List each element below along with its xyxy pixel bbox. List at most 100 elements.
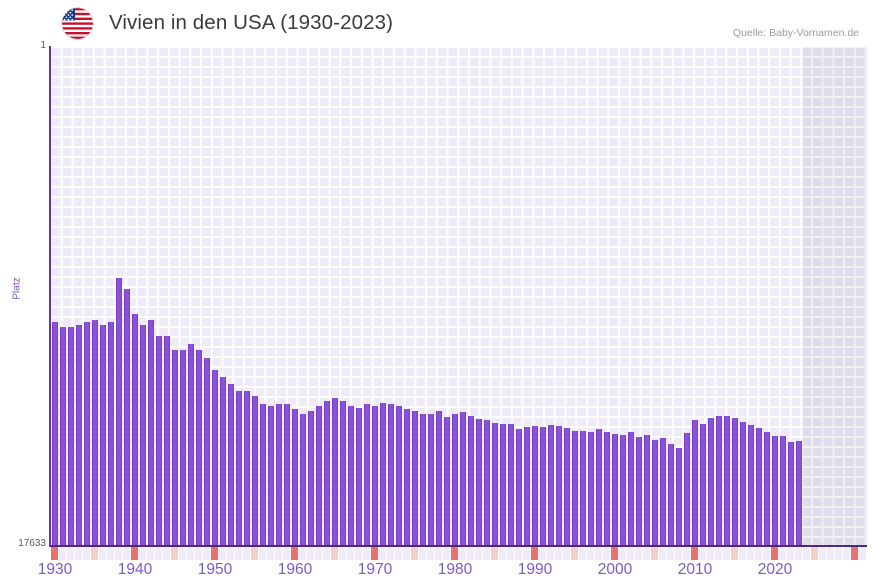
bar-1937[interactable] <box>107 322 115 546</box>
bar-1962[interactable] <box>307 411 315 546</box>
bar-1958[interactable] <box>275 404 283 546</box>
bar-2019[interactable] <box>763 432 771 546</box>
year-tick-1964 <box>323 547 331 560</box>
bar-1987[interactable] <box>507 424 515 546</box>
bar-2005[interactable] <box>651 440 659 546</box>
bar-2003[interactable] <box>635 437 643 546</box>
bar-1953[interactable] <box>235 391 243 546</box>
bar-1996[interactable] <box>579 431 587 546</box>
bar-1949[interactable] <box>203 358 211 546</box>
bar-1948[interactable] <box>195 350 203 546</box>
bar-2000[interactable] <box>611 434 619 546</box>
bar-1932[interactable] <box>67 327 75 546</box>
bar-2018[interactable] <box>755 428 763 546</box>
year-tick-1973 <box>395 547 403 560</box>
bar-2004[interactable] <box>643 435 651 546</box>
year-tick-2004 <box>643 547 651 560</box>
bar-2017[interactable] <box>747 425 755 546</box>
bar-2008[interactable] <box>675 448 683 546</box>
bar-1975[interactable] <box>411 411 419 546</box>
bar-1944[interactable] <box>163 336 171 546</box>
bar-1969[interactable] <box>363 404 371 546</box>
bar-1964[interactable] <box>323 401 331 546</box>
bar-2009[interactable] <box>683 433 691 546</box>
bar-1998[interactable] <box>595 429 603 546</box>
bar-1989[interactable] <box>523 427 531 546</box>
bar-1933[interactable] <box>75 325 83 546</box>
bar-1984[interactable] <box>483 420 491 546</box>
bar-1983[interactable] <box>475 419 483 546</box>
bar-1990[interactable] <box>531 426 539 546</box>
bar-1952[interactable] <box>227 384 235 546</box>
bar-1980[interactable] <box>451 414 459 546</box>
bar-1960[interactable] <box>291 409 299 546</box>
bar-1997[interactable] <box>587 432 595 546</box>
bar-1999[interactable] <box>603 432 611 546</box>
bar-1995[interactable] <box>571 431 579 546</box>
year-tick-1963 <box>315 547 323 560</box>
bar-1977[interactable] <box>427 414 435 546</box>
year-tick-1987 <box>507 547 515 560</box>
bar-2012[interactable] <box>707 418 715 546</box>
bar-1974[interactable] <box>403 409 411 546</box>
bar-1967[interactable] <box>347 406 355 546</box>
bar-1994[interactable] <box>563 428 571 546</box>
bar-2006[interactable] <box>659 438 667 546</box>
bar-1936[interactable] <box>99 325 107 546</box>
bar-1956[interactable] <box>259 404 267 546</box>
bar-2014[interactable] <box>723 416 731 546</box>
bar-1938[interactable] <box>115 278 123 546</box>
bar-1935[interactable] <box>91 320 99 546</box>
bar-1991[interactable] <box>539 427 547 546</box>
bar-1947[interactable] <box>187 344 195 546</box>
bar-1961[interactable] <box>299 414 307 546</box>
bar-1970[interactable] <box>371 406 379 546</box>
bar-1940[interactable] <box>131 314 139 546</box>
bar-2015[interactable] <box>731 418 739 546</box>
bar-1954[interactable] <box>243 391 251 546</box>
bar-1972[interactable] <box>387 404 395 546</box>
bar-1976[interactable] <box>419 414 427 546</box>
bar-1946[interactable] <box>179 350 187 546</box>
bar-1959[interactable] <box>283 404 291 546</box>
bar-1931[interactable] <box>59 327 67 546</box>
bar-1986[interactable] <box>499 424 507 546</box>
bar-1981[interactable] <box>459 412 467 546</box>
bar-2020[interactable] <box>771 436 779 546</box>
bar-1943[interactable] <box>155 336 163 546</box>
bar-2002[interactable] <box>627 432 635 546</box>
bar-1968[interactable] <box>355 408 363 546</box>
bar-1966[interactable] <box>339 401 347 546</box>
bar-2001[interactable] <box>619 435 627 546</box>
bar-1942[interactable] <box>147 320 155 546</box>
bar-2021[interactable] <box>779 436 787 546</box>
bar-1930[interactable] <box>51 322 59 546</box>
bar-2016[interactable] <box>739 422 747 546</box>
bar-1963[interactable] <box>315 406 323 546</box>
bar-1979[interactable] <box>443 417 451 546</box>
bar-1992[interactable] <box>547 425 555 546</box>
bar-1965[interactable] <box>331 398 339 546</box>
bar-1985[interactable] <box>491 423 499 546</box>
bar-1993[interactable] <box>555 426 563 546</box>
bar-1988[interactable] <box>515 429 523 546</box>
bar-1957[interactable] <box>267 406 275 546</box>
bar-2013[interactable] <box>715 416 723 546</box>
bar-1971[interactable] <box>379 403 387 546</box>
bar-1973[interactable] <box>395 406 403 546</box>
bar-2023[interactable] <box>795 441 803 546</box>
bar-1955[interactable] <box>251 396 259 546</box>
bar-1945[interactable] <box>171 350 179 546</box>
bar-1951[interactable] <box>219 377 227 546</box>
bar-2011[interactable] <box>699 424 707 546</box>
bar-2007[interactable] <box>667 444 675 546</box>
year-tick-2000 <box>611 547 619 560</box>
bar-1934[interactable] <box>83 322 91 546</box>
bar-1941[interactable] <box>139 325 147 546</box>
bar-2022[interactable] <box>787 442 795 546</box>
bar-1939[interactable] <box>123 289 131 546</box>
bar-2010[interactable] <box>691 420 699 546</box>
bar-1950[interactable] <box>211 370 219 546</box>
bar-1978[interactable] <box>435 411 443 546</box>
bar-1982[interactable] <box>467 416 475 546</box>
